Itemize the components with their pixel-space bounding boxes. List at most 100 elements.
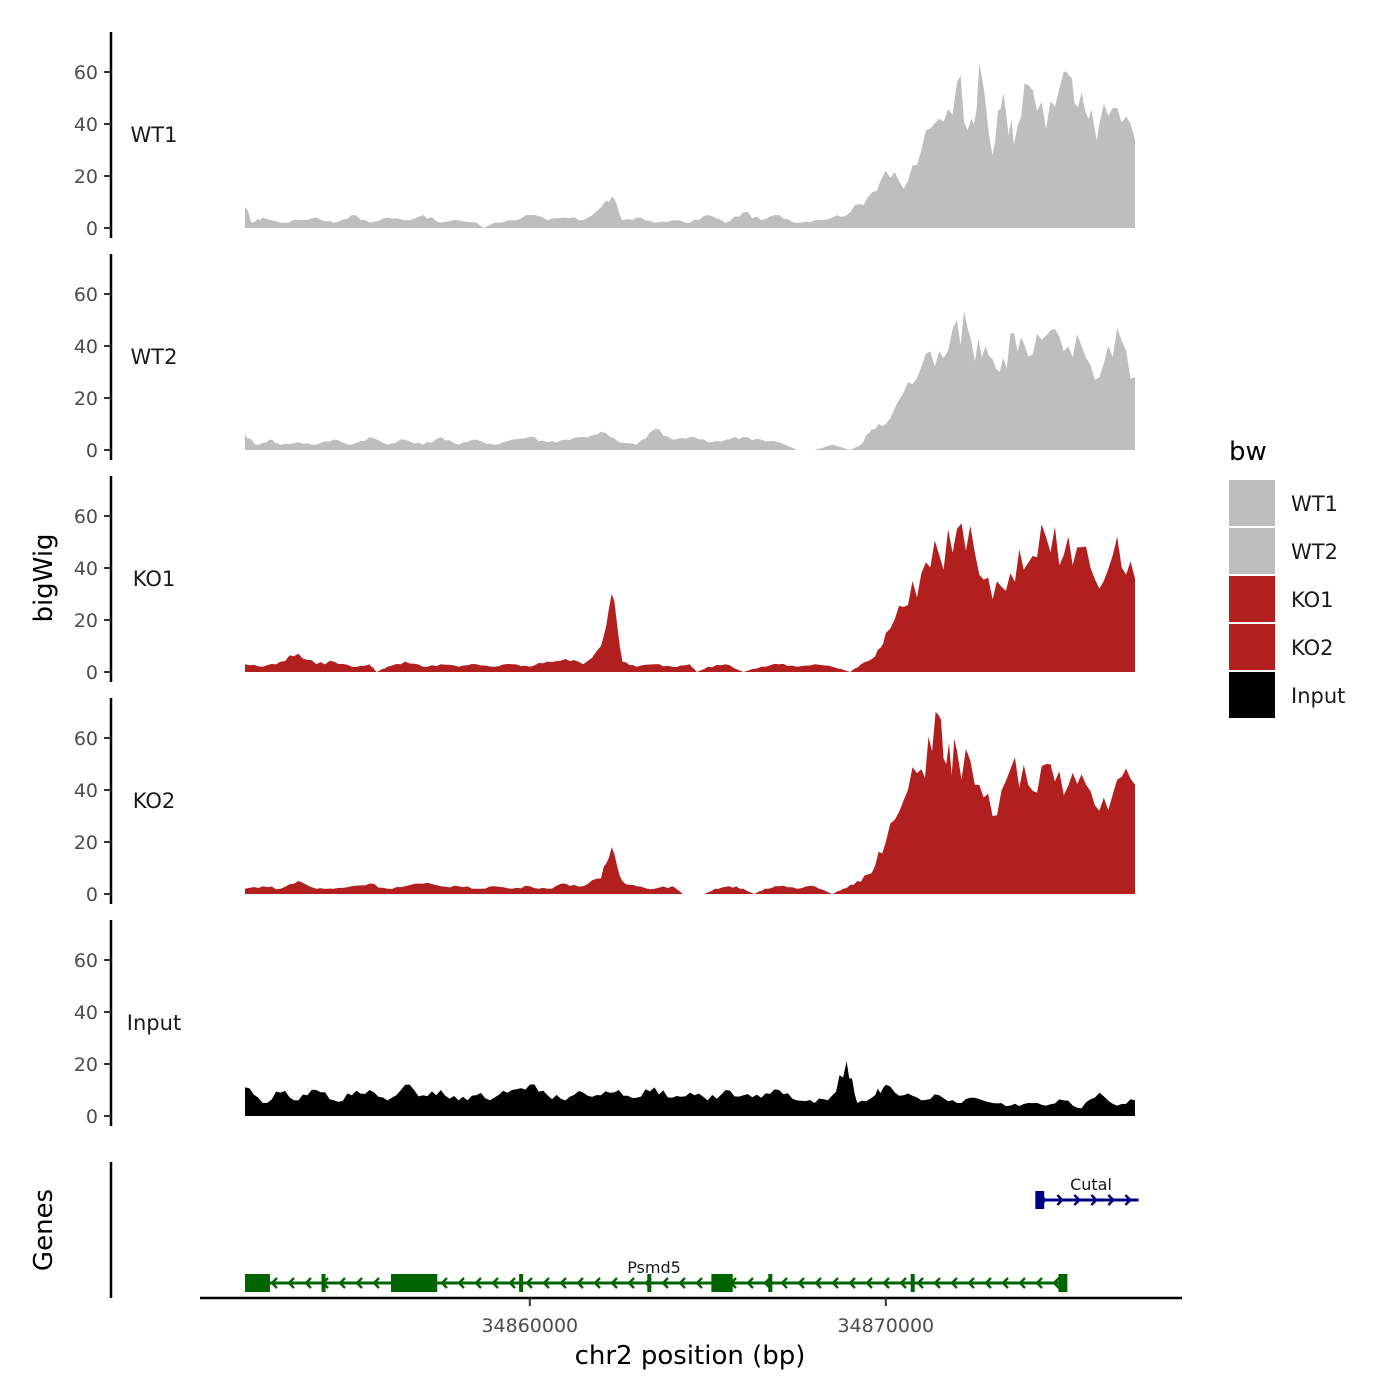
y-tick-label: 60	[74, 284, 98, 306]
strand-arrow	[440, 1277, 448, 1289]
gene-label: Cutal	[1070, 1175, 1112, 1194]
bigwig-tracks: 0 20 40 60 WT1 0 20 40 60 WT2 0 20 40 60 KO1 0 20 40 60 KO2…	[74, 32, 1135, 1128]
strand-arrow	[899, 1277, 907, 1289]
y-tick-label: 20	[74, 610, 98, 632]
exon-block	[768, 1274, 773, 1292]
y-tick-label: 40	[74, 558, 98, 580]
track-input: 0 20 40 60 Input	[74, 920, 1135, 1128]
genes-axis-title: Genes	[29, 1189, 59, 1271]
exon-block	[321, 1274, 326, 1292]
strand-arrow	[304, 1277, 312, 1289]
track-wt1: 0 20 40 60 WT1	[74, 32, 1135, 240]
strand-arrow	[593, 1277, 601, 1289]
y-tick-label: 40	[74, 336, 98, 358]
track-label-ko1: KO1	[133, 567, 176, 591]
strand-arrow	[950, 1277, 958, 1289]
strand-arrow	[1018, 1277, 1026, 1289]
y-tick-label: 0	[86, 884, 98, 906]
track-label-input: Input	[127, 1011, 181, 1035]
exon-block	[711, 1274, 733, 1292]
gene-cutal: Cutal	[1035, 1175, 1139, 1209]
area-wt1	[245, 63, 1135, 229]
strand-arrow	[678, 1277, 686, 1289]
y-tick-label: 0	[86, 1106, 98, 1128]
track-label-wt2: WT2	[131, 345, 178, 369]
legend-label-wt1: WT1	[1291, 492, 1338, 516]
y-axis-title: bigWig	[29, 533, 59, 622]
exon-block	[1035, 1191, 1045, 1209]
track-label-ko2: KO2	[133, 789, 176, 813]
x-tick-label: 34870000	[837, 1315, 934, 1337]
strand-arrow	[457, 1277, 465, 1289]
legend-title: bw	[1229, 437, 1267, 467]
strand-arrow	[576, 1277, 584, 1289]
strand-arrow	[491, 1277, 499, 1289]
legend-label-input: Input	[1291, 684, 1345, 708]
strand-arrow	[661, 1277, 669, 1289]
exon-block	[390, 1274, 438, 1292]
strand-arrow	[1124, 1194, 1133, 1206]
gene-label: Psmd5	[627, 1258, 681, 1277]
strand-arrow	[1090, 1194, 1099, 1206]
y-tick-label: 0	[86, 218, 98, 240]
area-ko1	[245, 523, 1135, 672]
legend-swatch-ko1	[1229, 576, 1275, 622]
strand-arrow	[695, 1277, 703, 1289]
gene-psmd5: Psmd5	[245, 1258, 1068, 1292]
strand-arrow	[287, 1277, 295, 1289]
strand-arrow	[1107, 1194, 1116, 1206]
track-ko1: 0 20 40 60 KO1	[74, 476, 1135, 684]
exon-block	[910, 1274, 915, 1292]
y-tick-label: 20	[74, 1054, 98, 1076]
area-input	[245, 1061, 1135, 1116]
y-tick-label: 0	[86, 662, 98, 684]
area-ko2	[245, 712, 1135, 894]
strand-arrow	[610, 1277, 618, 1289]
area-wt2	[245, 311, 1135, 450]
gene-models: Psmd5 Cutal	[245, 1175, 1139, 1292]
legend: bw WT1 WT2 KO1 KO2 Input	[1229, 437, 1345, 718]
strand-arrow	[746, 1277, 754, 1289]
x-axis-title: chr2 position (bp)	[575, 1341, 806, 1371]
legend-swatch-input	[1229, 672, 1275, 718]
y-tick-label: 60	[74, 728, 98, 750]
strand-arrow	[814, 1277, 822, 1289]
strand-arrow	[355, 1277, 363, 1289]
strand-arrow	[780, 1277, 788, 1289]
y-tick-label: 0	[86, 440, 98, 462]
strand-arrow	[1001, 1277, 1009, 1289]
strand-arrow	[474, 1277, 482, 1289]
y-tick-label: 20	[74, 388, 98, 410]
legend-label-ko2: KO2	[1291, 636, 1334, 660]
strand-arrow	[916, 1277, 924, 1289]
y-tick-label: 20	[74, 832, 98, 854]
strand-arrow	[508, 1277, 516, 1289]
strand-arrow	[1056, 1194, 1065, 1206]
strand-arrow	[542, 1277, 550, 1289]
strand-arrow	[338, 1277, 346, 1289]
strand-arrow	[1052, 1277, 1060, 1289]
exon-block	[519, 1274, 524, 1292]
x-axis-ticks: 34860000 34870000	[481, 1298, 934, 1337]
genes-panel: Genes Psmd5 Cutal 34860000 34870000	[29, 1162, 1182, 1337]
strand-arrow	[933, 1277, 941, 1289]
exon-block	[245, 1274, 270, 1292]
legend-swatch-wt1	[1229, 480, 1275, 526]
strand-arrow	[831, 1277, 839, 1289]
strand-arrow	[372, 1277, 380, 1289]
y-tick-label: 40	[74, 780, 98, 802]
strand-arrow	[882, 1277, 890, 1289]
y-tick-label: 60	[74, 62, 98, 84]
track-ko2: 0 20 40 60 KO2	[74, 698, 1135, 906]
track-wt2: 0 20 40 60 WT2	[74, 254, 1135, 462]
strand-arrow	[1073, 1194, 1082, 1206]
legend-swatch-ko2	[1229, 624, 1275, 670]
strand-arrow	[270, 1277, 278, 1289]
exon-block	[647, 1274, 652, 1292]
strand-arrow	[559, 1277, 567, 1289]
strand-arrow	[525, 1277, 533, 1289]
legend-swatch-wt2	[1229, 528, 1275, 574]
track-label-wt1: WT1	[131, 123, 178, 147]
exon-block	[1058, 1274, 1068, 1292]
